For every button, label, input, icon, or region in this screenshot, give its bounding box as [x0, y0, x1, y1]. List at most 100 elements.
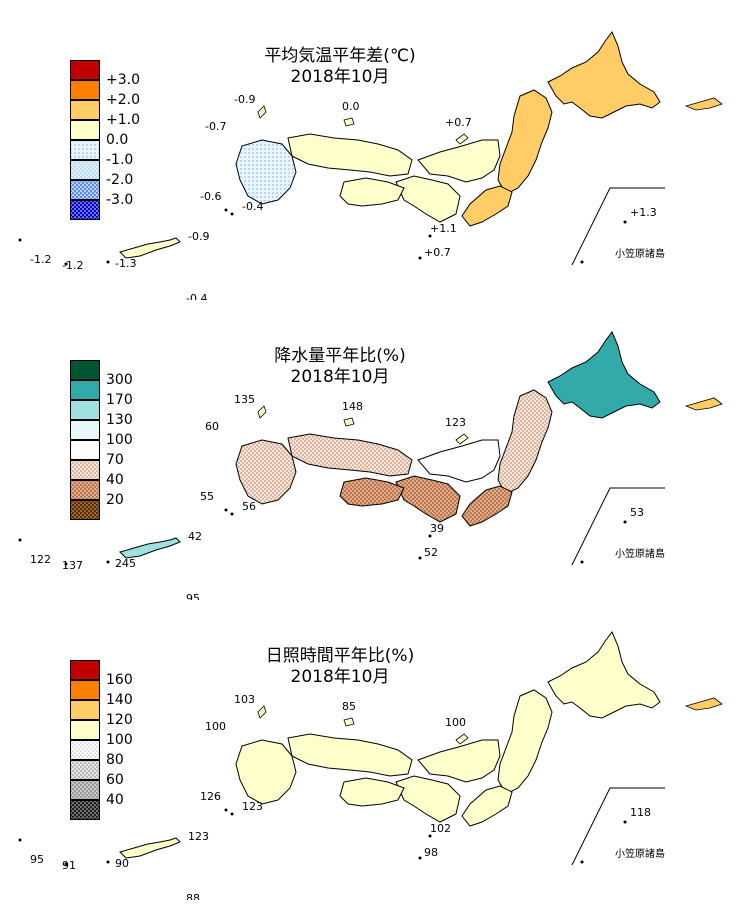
- legend-label: +3.0: [106, 72, 140, 88]
- legend-label: -2.0: [106, 172, 134, 188]
- map-title: 降水量平年比(%) 2018年10月: [230, 346, 450, 388]
- bonin-island-dot: [623, 220, 627, 224]
- island-dot: [230, 512, 234, 516]
- station-value: 91: [62, 859, 76, 872]
- island-tsushima: [257, 705, 267, 719]
- legend-label: 130: [106, 412, 133, 428]
- bonin-value: 53: [630, 506, 644, 519]
- legend-swatch: [70, 760, 100, 780]
- region-tohoku: [497, 689, 553, 795]
- map-title: 日照時間平年比(%) 2018年10月: [230, 646, 450, 688]
- legend-swatch: [70, 780, 100, 800]
- legend-swatch: [70, 400, 100, 420]
- region-hokkaido: [547, 331, 661, 419]
- legend-label: 80: [106, 752, 124, 768]
- island-dot: [64, 562, 68, 566]
- station-value: -0.4: [186, 292, 207, 300]
- region-okinawa: [119, 537, 181, 559]
- legend-label: 300: [106, 372, 133, 388]
- bonin-island-dot: [623, 520, 627, 524]
- station-value: 98: [424, 846, 438, 859]
- station-value: -0.7: [205, 120, 226, 133]
- legend-swatch: [70, 120, 100, 140]
- station-value: 148: [342, 400, 363, 413]
- legend-swatch: [70, 500, 100, 520]
- island-kurils: [684, 697, 723, 711]
- bonin-island-dot: [580, 560, 584, 564]
- legend-swatches: [70, 60, 100, 220]
- legend-label: 0.0: [106, 132, 129, 148]
- island-dot: [230, 812, 234, 816]
- station-value: 135: [234, 393, 255, 406]
- station-value: -0.4: [242, 200, 263, 213]
- legend-swatch: [70, 680, 100, 700]
- legend-swatch: [70, 60, 100, 80]
- station-value: 95: [30, 853, 44, 866]
- region-kinki: [395, 475, 461, 523]
- title-line2: 2018年10月: [290, 667, 390, 687]
- legend-label: 70: [106, 452, 124, 468]
- region-hokuriku: [417, 739, 501, 783]
- island-sado: [455, 733, 469, 745]
- island-oki: [343, 717, 355, 727]
- island-dot: [106, 860, 110, 864]
- island-dot: [18, 538, 22, 542]
- region-kyushu: [235, 739, 297, 805]
- legend-label: 140: [106, 692, 133, 708]
- region-hokkaido: [547, 631, 661, 719]
- title-line2: 2018年10月: [290, 67, 390, 87]
- legend-swatch: [70, 360, 100, 380]
- island-kurils: [684, 397, 723, 411]
- station-value: -1.3: [115, 257, 136, 270]
- legend-label: 40: [106, 472, 124, 488]
- region-hokuriku: [417, 439, 501, 483]
- island-dot: [224, 808, 228, 812]
- island-oki: [343, 417, 355, 427]
- legend-swatch: [70, 80, 100, 100]
- station-value: 123: [445, 416, 466, 429]
- bonin-inset-frame: [571, 787, 665, 866]
- title-line1: 日照時間平年比(%): [265, 646, 415, 666]
- island-dot: [224, 208, 228, 212]
- legend-swatch: [70, 180, 100, 200]
- region-kinki: [395, 775, 461, 823]
- island-dot: [64, 262, 68, 266]
- legend-label: 40: [106, 792, 124, 808]
- station-value: 90: [115, 857, 129, 870]
- legend-label: +1.0: [106, 112, 140, 128]
- title-line2: 2018年10月: [290, 367, 390, 387]
- legend-label: -1.0: [106, 152, 134, 168]
- island-dot: [428, 534, 432, 538]
- region-tohoku: [497, 389, 553, 495]
- bonin-value: +1.3: [630, 206, 657, 219]
- region-kanto: [461, 185, 513, 227]
- station-value: 126: [200, 790, 221, 803]
- island-tsushima: [257, 405, 267, 419]
- station-value: 42: [188, 530, 202, 543]
- legend-swatch: [70, 100, 100, 120]
- island-dot: [428, 834, 432, 838]
- legend-swatch: [70, 200, 100, 220]
- island-tsushima: [257, 105, 267, 119]
- region-kanto: [461, 485, 513, 527]
- station-value: 88: [186, 892, 200, 900]
- legend-swatch: [70, 660, 100, 680]
- region-hokkaido: [547, 31, 661, 119]
- legend-swatch: [70, 740, 100, 760]
- station-value: 60: [205, 420, 219, 433]
- map-title: 平均気温平年差(℃) 2018年10月: [230, 46, 450, 88]
- bonin-island-dot: [623, 820, 627, 824]
- region-chugoku: [287, 133, 413, 177]
- title-line1: 平均気温平年差(℃): [264, 46, 416, 66]
- legend-swatch: [70, 460, 100, 480]
- island-dot: [428, 234, 432, 238]
- station-value: 137: [62, 559, 83, 572]
- island-dot: [224, 508, 228, 512]
- legend-label: 170: [106, 392, 133, 408]
- station-value: -1.2: [62, 259, 83, 272]
- station-value: 56: [242, 500, 256, 513]
- island-dot: [106, 260, 110, 264]
- legend-swatch: [70, 160, 100, 180]
- japan-map: 103 85 100 100 126 123 102 98 95 91 90 123 88 118 小笠原諸…: [18, 631, 723, 900]
- island-sado: [455, 433, 469, 445]
